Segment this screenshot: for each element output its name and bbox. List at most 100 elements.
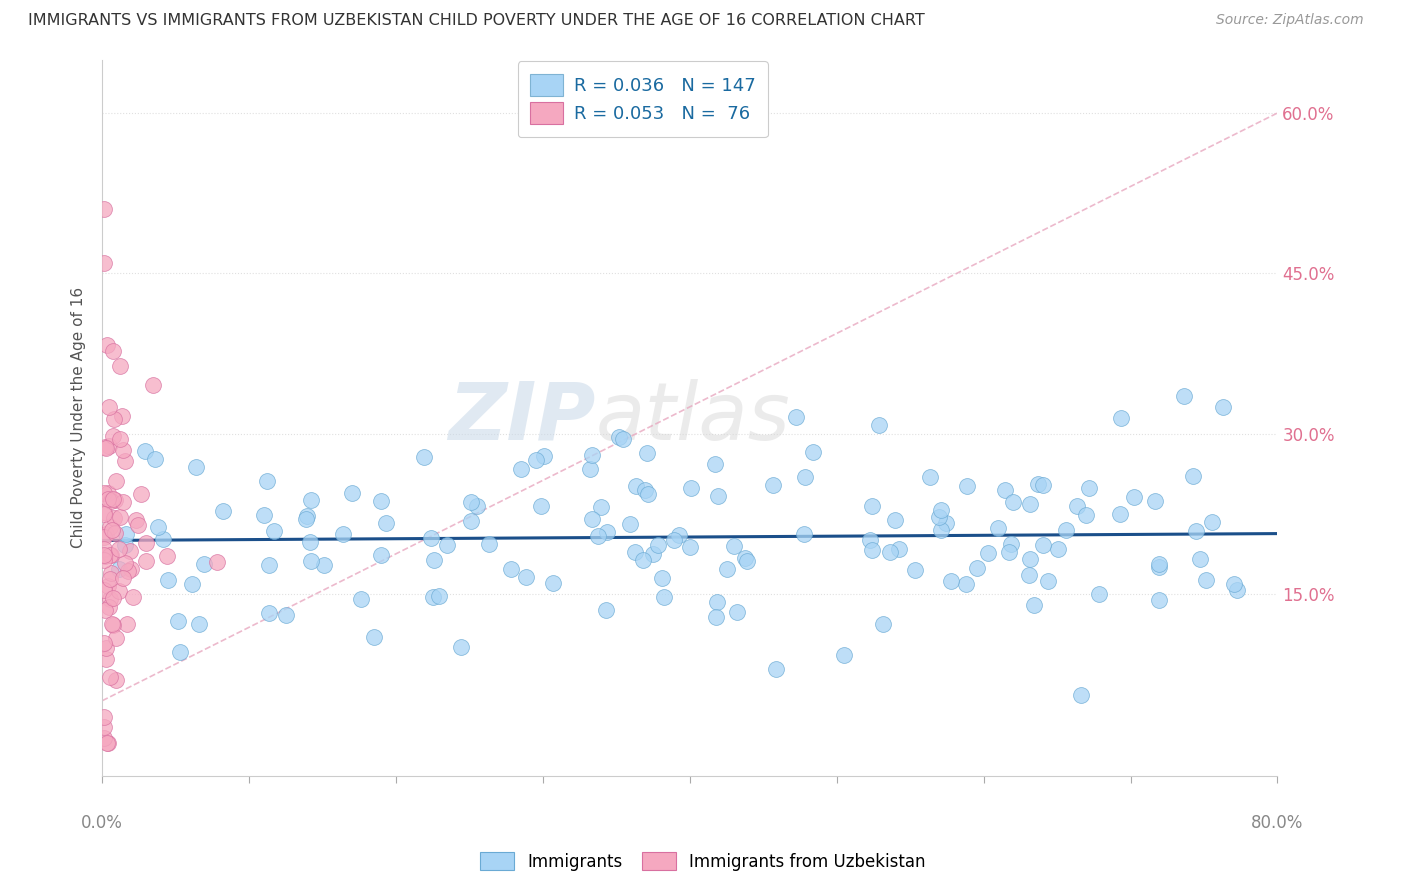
Point	[987, 521, 1010, 535]
Point	[879, 545, 901, 559]
Point	[142, 378, 165, 392]
Point	[100, 520, 122, 534]
Point	[93, 255, 115, 269]
Point	[100, 566, 122, 580]
Point	[422, 590, 444, 604]
Point	[716, 562, 738, 576]
Point	[460, 514, 482, 528]
Point	[436, 538, 458, 552]
Point	[104, 673, 127, 687]
Point	[129, 487, 152, 501]
Point	[340, 486, 363, 500]
Point	[1070, 689, 1092, 703]
Point	[93, 202, 115, 217]
Point	[429, 590, 451, 604]
Point	[997, 545, 1019, 559]
Point	[211, 504, 233, 518]
Point	[104, 631, 127, 645]
Point	[152, 533, 174, 547]
Point	[1147, 593, 1170, 607]
Point	[104, 526, 127, 541]
Point	[274, 608, 297, 623]
Point	[1147, 559, 1170, 574]
Point	[375, 516, 398, 530]
Point	[1018, 567, 1040, 582]
Point	[134, 444, 156, 458]
Point	[108, 359, 131, 373]
Point	[607, 430, 630, 444]
Point	[1038, 574, 1060, 589]
Point	[103, 412, 125, 426]
Point	[117, 616, 139, 631]
Point	[860, 543, 883, 558]
Point	[651, 571, 673, 585]
Point	[1144, 493, 1167, 508]
Point	[145, 451, 167, 466]
Point	[624, 544, 647, 558]
Point	[96, 736, 118, 750]
Point	[121, 590, 143, 604]
Point	[1194, 573, 1216, 587]
Point	[93, 507, 115, 521]
Point	[93, 721, 115, 735]
Point	[98, 548, 121, 562]
Point	[1032, 478, 1054, 492]
Point	[681, 481, 703, 495]
Point	[636, 446, 658, 460]
Point	[93, 553, 115, 567]
Point	[110, 510, 132, 524]
Point	[918, 469, 941, 483]
Text: Source: ZipAtlas.com: Source: ZipAtlas.com	[1216, 13, 1364, 28]
Point	[94, 652, 117, 666]
Point	[1088, 586, 1111, 600]
Point	[100, 572, 122, 586]
Point	[1074, 508, 1097, 523]
Point	[166, 614, 188, 628]
Point	[801, 445, 824, 459]
Point	[104, 475, 127, 489]
Point	[363, 630, 385, 644]
Point	[478, 537, 501, 551]
Point	[977, 546, 1000, 560]
Point	[1188, 552, 1211, 566]
Point	[127, 518, 149, 533]
Point	[104, 493, 127, 508]
Point	[662, 533, 685, 548]
Point	[93, 548, 115, 562]
Point	[93, 731, 115, 745]
Point	[723, 539, 745, 553]
Point	[205, 555, 228, 569]
Text: IMMIGRANTS VS IMMIGRANTS FROM UZBEKISTAN CHILD POVERTY UNDER THE AGE OF 16 CORRE: IMMIGRANTS VS IMMIGRANTS FROM UZBEKISTAN…	[28, 13, 925, 29]
Point	[93, 582, 115, 597]
Point	[1031, 538, 1053, 552]
Point	[637, 487, 659, 501]
Point	[263, 524, 285, 538]
Point	[107, 562, 129, 576]
Point	[350, 592, 373, 607]
Point	[103, 617, 125, 632]
Y-axis label: Child Poverty Under the Age of 16: Child Poverty Under the Age of 16	[72, 287, 86, 548]
Point	[98, 592, 121, 607]
Point	[588, 529, 610, 543]
Point	[370, 549, 392, 563]
Point	[1000, 537, 1022, 551]
Point	[97, 491, 120, 506]
Text: 80.0%: 80.0%	[1251, 814, 1303, 832]
Point	[929, 523, 952, 537]
Point	[1054, 524, 1077, 538]
Point	[612, 432, 634, 446]
Point	[579, 462, 602, 476]
Point	[118, 544, 141, 558]
Point	[111, 495, 134, 509]
Point	[103, 510, 125, 524]
Point	[96, 640, 118, 655]
Point	[115, 527, 138, 541]
Point	[860, 500, 883, 514]
Text: atlas: atlas	[596, 378, 790, 457]
Point	[299, 493, 322, 508]
Point	[704, 610, 727, 624]
Point	[114, 538, 136, 552]
Point	[257, 558, 280, 572]
Point	[589, 500, 612, 514]
Point	[624, 479, 647, 493]
